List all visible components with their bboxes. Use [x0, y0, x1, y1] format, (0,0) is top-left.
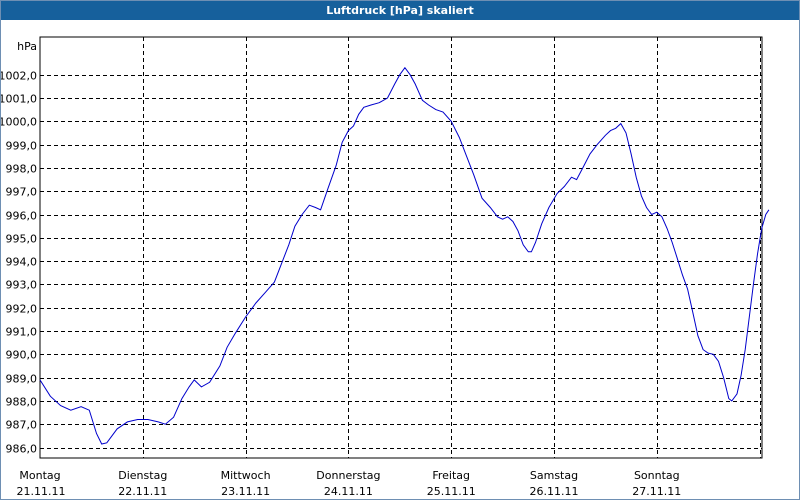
y-tick-label: 1001,0 [1, 93, 37, 106]
x-tick-date: 26.11.11 [530, 485, 579, 498]
x-tick-day: Mittwoch [221, 469, 271, 482]
y-axis-label: hPa [17, 40, 37, 53]
y-tick-label: 987,0 [6, 419, 38, 432]
y-tick-label: 998,0 [6, 163, 38, 176]
x-tick-date: 27.11.11 [632, 485, 681, 498]
y-tick-label: 993,0 [6, 279, 38, 292]
y-tick-label: 992,0 [6, 303, 38, 316]
x-tick-date: 24.11.11 [324, 485, 373, 498]
y-tick-label: 994,0 [6, 256, 38, 269]
x-tick-date: 22.11.11 [118, 485, 167, 498]
grid [40, 37, 762, 458]
x-tick-day: Donnerstag [316, 469, 380, 482]
y-tick-label: 1000,0 [1, 116, 37, 129]
y-tick-label: 999,0 [6, 140, 38, 153]
y-tick-label: 989,0 [6, 373, 38, 386]
plot-frame [39, 36, 763, 459]
y-tick-label: 990,0 [6, 349, 38, 362]
y-tick-label: 997,0 [6, 186, 38, 199]
y-tick-label: 988,0 [6, 396, 38, 409]
x-tick-day: Sonntag [634, 469, 680, 482]
y-tick-label: 986,0 [6, 443, 38, 456]
y-tick-label: 996,0 [6, 210, 38, 223]
x-tick-day: Dienstag [118, 469, 167, 482]
y-tick-label: 995,0 [6, 233, 38, 246]
x-tick-day: Montag [19, 469, 60, 482]
x-tick-day: Freitag [432, 469, 470, 482]
x-tick-date: 23.11.11 [221, 485, 270, 498]
x-tick-labels: Montag 21.11.11 Dienstag 22.11.11 Mittwoch 23… [17, 469, 682, 498]
window-title: Luftdruck [hPa] skaliert [1, 1, 799, 20]
y-tick-labels: 986,0 987,0 988,0 989,0 990,0 991,0 992,0 993,0… [1, 70, 37, 456]
x-tick-date: 21.11.11 [17, 485, 66, 498]
pressure-line [39, 66, 770, 445]
x-tick-date: 25.11.11 [427, 485, 476, 498]
y-tick-label: 1002,0 [1, 70, 37, 83]
x-tick-day: Samstag [530, 469, 578, 482]
y-tick-label: 991,0 [6, 326, 38, 339]
